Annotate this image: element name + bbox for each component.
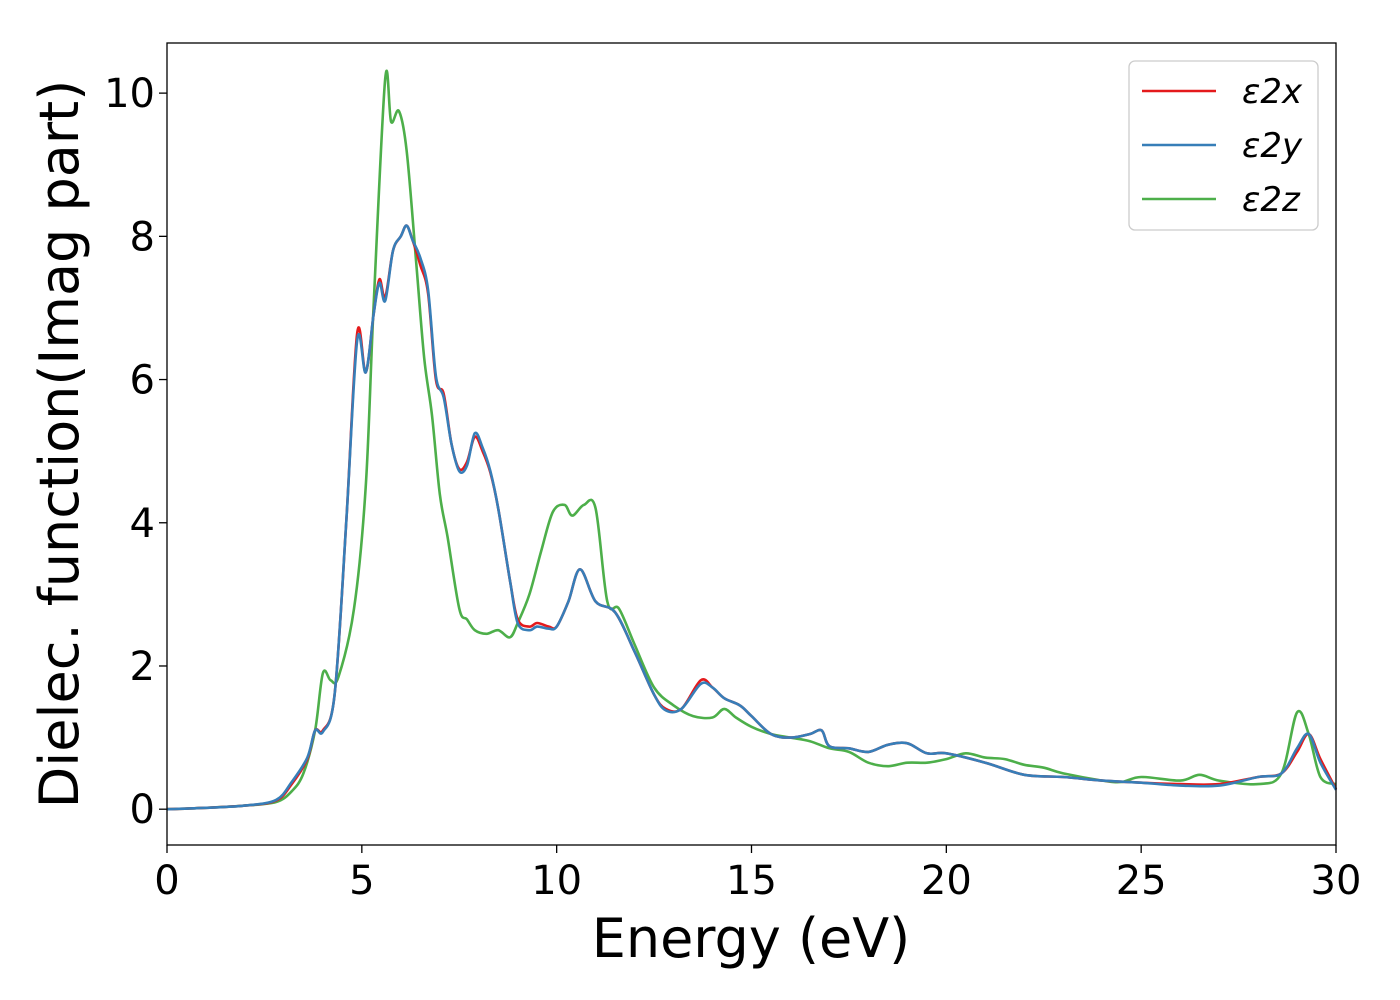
x-tick-label: 15 [726,858,777,904]
x-tick-label: 0 [154,858,179,904]
series-layer [166,69,1338,811]
x-axis-ticks: 0 5 10 15 20 25 30 [154,845,1361,904]
series-line-1 [166,224,1338,811]
y-tick-label: 6 [130,358,155,404]
legend-box [1128,60,1319,231]
y-tick-label: 2 [130,644,155,690]
legend-label-1: ε2y [1242,126,1303,166]
x-tick-label: 30 [1311,858,1362,904]
y-axis-label: Dielec. function(Imag part) [28,80,91,809]
x-tick-label: 10 [531,858,582,904]
y-tick-label: 4 [130,501,155,547]
y-axis-ticks: 0 2 4 6 8 10 [104,71,167,833]
x-tick-label: 25 [1116,858,1167,904]
legend: ε2x ε2y ε2z [1128,60,1319,231]
legend-label-0: ε2x [1242,72,1303,112]
x-tick-label: 5 [349,858,374,904]
y-tick-label: 0 [130,787,155,833]
x-axis-label: Energy (eV) [592,907,911,970]
y-tick-label: 8 [130,214,155,260]
legend-label-2: ε2z [1242,180,1301,220]
series-line-2 [166,69,1337,811]
x-tick-label: 20 [921,858,972,904]
y-tick-label: 10 [104,71,155,117]
